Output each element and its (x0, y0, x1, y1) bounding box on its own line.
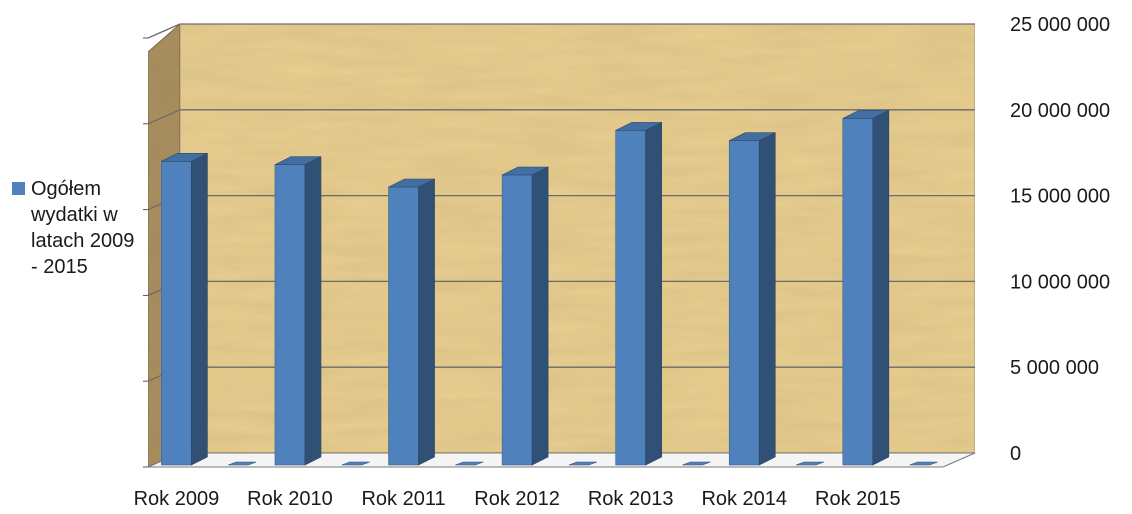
gridline-side (147, 109, 181, 125)
bar-front (388, 186, 419, 466)
legend-label: Ogółem wydatki w latach 2009 - 2015 (31, 178, 135, 278)
bar-empty (455, 461, 484, 466)
bar (842, 109, 890, 466)
x-tick-label: Rok 2010 (247, 488, 333, 510)
bar-side (531, 166, 549, 466)
bar (274, 156, 322, 466)
bar-front (501, 174, 533, 466)
bar-front (728, 140, 760, 466)
bar-front (842, 118, 874, 466)
bar (161, 152, 208, 466)
bars-group (161, 109, 938, 466)
bar (728, 132, 776, 466)
legend: Ogółem wydatki w latach 2009 - 2015 (12, 176, 152, 280)
bar-empty (228, 461, 257, 466)
bar-empty (795, 461, 825, 466)
bar-empty (568, 461, 597, 466)
y-tick-label: 15 000 000 (1010, 186, 1110, 208)
gridline-side (147, 23, 181, 39)
bar (615, 121, 662, 466)
x-tick-label: Rok 2013 (588, 488, 674, 510)
bar-empty (909, 461, 938, 466)
bar-side (191, 152, 208, 466)
bar-front (615, 130, 646, 466)
bar (388, 178, 435, 466)
bar-top (274, 156, 322, 165)
y-axis-ticks: 0 5 000 000 10 000 000 15 000 000 20 000 000… (1010, 14, 1110, 465)
y-tick-label: 0 (1010, 443, 1021, 465)
bar-top (615, 122, 662, 131)
y-tick-label: 5 000 000 (1010, 357, 1099, 379)
bar-top (501, 166, 549, 176)
bar-side (304, 156, 322, 466)
bar-side (418, 178, 435, 466)
bar-front (274, 164, 306, 466)
x-tick-label: Rok 2014 (701, 488, 787, 510)
bar-side (758, 132, 776, 466)
bar-side (872, 109, 890, 466)
bar (501, 166, 549, 466)
x-tick-label: Rok 2015 (815, 488, 901, 510)
x-axis-ticks: Rok 2009 Rok 2010 Rok 2011 Rok 2012 Rok 2013… (134, 488, 901, 510)
x-tick-label: Rok 2009 (134, 488, 220, 510)
bar-empty (682, 461, 711, 466)
y-tick-label: 20 000 000 (1010, 100, 1110, 122)
y-tick-label: 25 000 000 (1010, 14, 1110, 36)
bar-top (729, 132, 776, 141)
legend-swatch (12, 182, 25, 195)
bar-top (388, 178, 435, 188)
bar-top (161, 152, 208, 162)
x-tick-label: Rok 2011 (361, 488, 445, 510)
bar-top (842, 110, 889, 119)
x-tick-label: Rok 2012 (474, 488, 560, 510)
bar-empty (341, 461, 370, 466)
bar-side (645, 121, 662, 466)
y-tick-label: 10 000 000 (1010, 271, 1110, 293)
bar-front (161, 160, 192, 466)
